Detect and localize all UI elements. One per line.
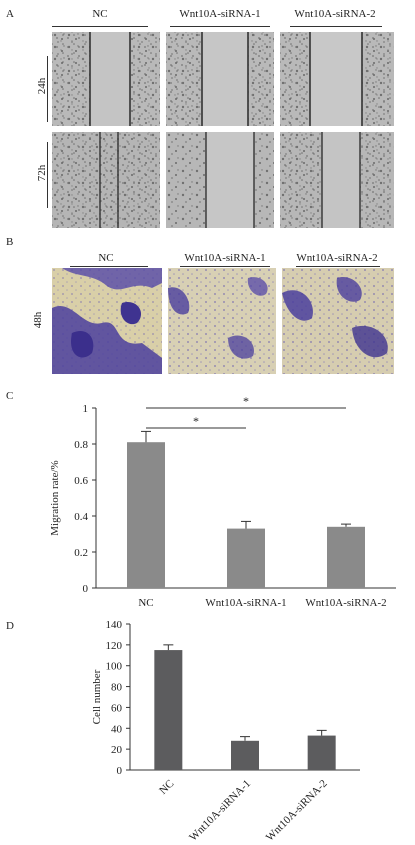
scratch-72h-sirna1: [166, 132, 274, 228]
y-axis-label: Migration rate/%: [49, 460, 61, 535]
y-tick-label: 40: [111, 723, 123, 735]
y-tick-label: 120: [106, 640, 123, 652]
panel-a-scratch-images: [52, 32, 394, 228]
y-tick-label: 0: [117, 765, 123, 777]
panel-c-letter: C: [6, 390, 14, 402]
y-tick-label: 80: [111, 682, 123, 694]
bar-2: [327, 526, 365, 588]
significance-star-0: *: [193, 414, 199, 428]
panel-b-col-sirna2-line: [296, 266, 380, 267]
cell-number-chart: 0 20 40 60 80 100 120 140 Cell number NC Wnt10A-si…: [91, 619, 360, 844]
panel-a-col-sirna1-line: [170, 26, 270, 27]
panel-b-row-48h: 48h: [32, 311, 44, 329]
panel-a-row-24h: 24h: [36, 77, 48, 95]
panel-a-row-72h: 72h: [36, 164, 48, 182]
transwell-sirna1: [168, 268, 276, 374]
x-tick-label: Wnt10A-siRNA-1: [205, 597, 286, 609]
bar-0: [154, 650, 183, 770]
y-tick-label: 100: [106, 661, 123, 673]
panel-a-col-sirna2-line: [290, 26, 382, 27]
panel-a-row-72h-bar: [47, 142, 48, 208]
y-tick-label: 0.4: [74, 511, 88, 523]
panel-b-col-sirna2: Wnt10A-siRNA-2: [296, 252, 378, 264]
bar-1: [227, 528, 265, 588]
panel-b-col-sirna1: Wnt10A-siRNA-1: [184, 252, 266, 264]
transwell-sirna2: [282, 268, 394, 374]
y-tick-label: 60: [111, 702, 123, 714]
panel-b-col-nc-line: [70, 266, 148, 267]
y-tick-label: 0: [83, 583, 89, 595]
y-tick-label: 0.6: [74, 475, 88, 487]
panel-a-col-sirna1: Wnt10A-siRNA-1: [179, 8, 261, 20]
panel-b-transwell-images: [52, 268, 394, 374]
y-tick-label: 1: [83, 403, 89, 415]
scratch-72h-sirna2: [280, 132, 394, 228]
panel-a-col-sirna2: Wnt10A-siRNA-2: [294, 8, 376, 20]
panel-b-letter: B: [6, 236, 14, 248]
panel-d-letter: D: [6, 620, 14, 632]
scratch-24h-sirna1: [166, 32, 274, 126]
panel-a-col-nc-line: [52, 26, 148, 27]
x-tick-label: Wnt10A-siRNA-2: [264, 778, 330, 844]
migration-rate-chart: 0 0.2 0.4 0.6 0.8 1 Migration rate/% NC Wnt10A-s…: [49, 396, 396, 609]
panel-a-row-24h-bar: [47, 56, 48, 122]
bar-2: [307, 735, 336, 770]
scratch-24h-nc: [52, 32, 160, 126]
y-tick-label: 20: [111, 744, 123, 756]
y-tick-label: 0.2: [74, 547, 88, 559]
panel-b-col-sirna1-line: [180, 266, 270, 267]
x-tick-label: NC: [138, 597, 153, 609]
scratch-72h-nc: [52, 132, 160, 228]
y-tick-label: 0.8: [74, 439, 88, 451]
x-tick-label: NC: [157, 778, 176, 797]
bar-1: [231, 740, 259, 770]
bar-0: [127, 442, 165, 588]
x-tick-label: Wnt10A-siRNA-2: [305, 597, 386, 609]
panel-b-col-nc: NC: [98, 252, 114, 264]
panel-a-letter: A: [6, 8, 14, 20]
scratch-24h-sirna2: [280, 32, 394, 126]
transwell-nc: [52, 268, 162, 374]
panel-a-col-nc: NC: [92, 8, 108, 20]
x-tick-label: Wnt10A-siRNA-1: [187, 778, 253, 844]
y-tick-label: 140: [106, 619, 123, 631]
significance-star-1: *: [243, 396, 249, 408]
y-axis-label: Cell number: [91, 669, 103, 724]
